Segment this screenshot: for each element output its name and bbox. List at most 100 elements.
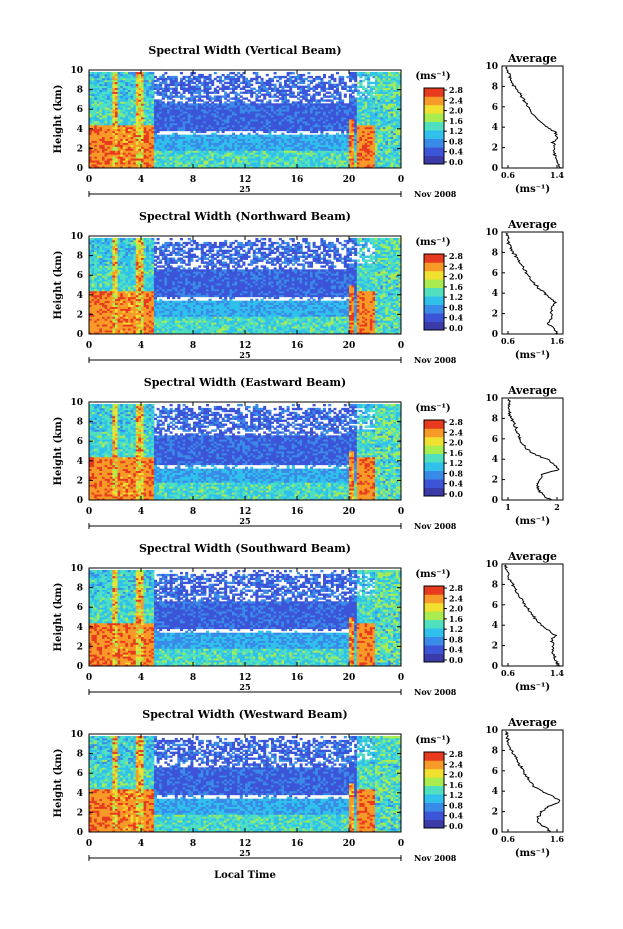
colorbar-tick-label: 2.4 [449,261,463,271]
profile-x-label: (ms⁻¹) [515,682,550,693]
profile-x-label: (ms⁻¹) [515,848,550,859]
colorbar-swatch [424,471,444,480]
profile-y-tick-label: 10 [485,726,498,736]
x-tick-label: 0 [86,507,92,517]
panel-5: Spectral Width (Westward Beam)0246810Hei… [53,708,564,863]
profile-y-tick-label: 10 [485,394,498,404]
profile-title: Average [507,716,557,729]
colorbar-swatch [424,147,444,156]
y-tick-label: 6 [77,271,83,281]
profile-title: Average [507,550,557,563]
profile-y-tick-label: 6 [492,601,498,611]
profile-y-tick-label: 2 [492,310,498,320]
figure: Spectral Width (Vertical Beam)0246810Hei… [0,0,623,929]
y-tick-label: 10 [70,730,83,740]
colorbar-swatch [424,594,444,603]
profile-y-tick-label: 4 [492,621,498,631]
colorbar-tick-label: 0.4 [449,645,463,655]
colorbar: (ms⁻¹)0.00.40.81.21.62.02.42.8 [415,403,463,499]
profile-y-tick-label: 8 [492,82,498,92]
colorbar-tick-label: 2.4 [449,759,463,769]
colorbar-tick-label: 1.6 [449,780,463,790]
colorbar-tick-label: 0.0 [449,323,463,333]
colorbar-swatch [424,262,444,271]
heatmap [89,72,401,168]
colorbar-swatch [424,288,444,297]
profile-y-tick-label: 8 [492,414,498,424]
profile-y-tick-label: 2 [492,642,498,652]
colorbar-swatch [424,811,444,820]
profile-x-tick-label: 1.4 [550,170,564,180]
profile-x-tick-label: 0.6 [501,336,515,346]
x-tick-label: 16 [291,673,304,683]
x-tick-label: 20 [343,673,356,683]
profile-x-tick-label: 1 [505,502,511,512]
colorbar-unit: (ms⁻¹) [415,71,450,82]
colorbar-swatch [424,586,444,595]
colorbar-swatch [424,437,444,446]
colorbar-unit: (ms⁻¹) [415,735,450,746]
colorbar-swatch [424,420,444,429]
y-axis-label: Height (km) [53,417,64,486]
colorbar-swatch [424,488,444,497]
y-axis-label: Height (km) [53,85,64,154]
colorbar: (ms⁻¹)0.00.40.81.21.62.02.42.8 [415,71,463,167]
profile-y-tick-label: 4 [492,289,498,299]
colorbar-swatch [424,113,444,122]
date-month-year: Nov 2008 [414,355,457,365]
colorbar-unit: (ms⁻¹) [415,403,450,414]
x-tick-label: 4 [138,673,144,683]
date-month-year: Nov 2008 [414,521,457,531]
x-tick-label: 20 [343,175,356,185]
heatmap [89,238,401,334]
profile-x-label: (ms⁻¹) [515,184,550,195]
profile-line [506,67,561,168]
date-month-year: Nov 2008 [414,189,457,199]
profile-y-tick-label: 0 [492,828,498,838]
profile-y-tick-label: 10 [485,228,498,238]
y-tick-label: 2 [77,144,83,154]
colorbar-swatch [424,428,444,437]
profile-x-tick-label: 1.4 [550,668,564,678]
y-tick-label: 10 [70,66,83,76]
panel-2: Spectral Width (Northward Beam)0246810He… [53,210,564,365]
profile-y-tick-label: 0 [492,662,498,672]
colorbar-swatch [424,603,444,612]
y-tick-label: 6 [77,603,83,613]
date-day: 25 [239,682,250,692]
y-tick-label: 8 [77,252,83,262]
x-axis-label: Local Time [214,870,276,881]
colorbar-swatch [424,88,444,97]
colorbar-tick-label: 2.4 [449,95,463,105]
colorbar-swatch [424,769,444,778]
colorbar-swatch [424,760,444,769]
y-tick-label: 4 [77,291,83,301]
x-tick-label: 20 [343,341,356,351]
date-month-year: Nov 2008 [414,687,457,697]
x-tick-label: 0 [86,839,92,849]
y-tick-label: 0 [77,164,83,174]
colorbar-tick-label: 2.0 [449,604,463,614]
colorbar-swatch [424,786,444,795]
panel-3: Spectral Width (Eastward Beam)0246810Hei… [53,376,563,531]
colorbar-tick-label: 1.6 [449,614,463,624]
y-tick-label: 8 [77,86,83,96]
colorbar-swatch [424,611,444,620]
y-tick-label: 6 [77,769,83,779]
profile-y-tick-label: 4 [492,455,498,465]
colorbar-tick-label: 0.8 [449,468,463,478]
panel-1: Spectral Width (Vertical Beam)0246810Hei… [53,44,564,199]
colorbar-tick-label: 0.0 [449,655,463,665]
panel-title: Spectral Width (Westward Beam) [142,708,347,721]
colorbar-tick-label: 0.4 [449,313,463,323]
colorbar-swatch [424,130,444,139]
colorbar-tick-label: 1.2 [449,624,463,634]
profile-y-tick-label: 4 [492,123,498,133]
profile-y-tick-label: 0 [492,496,498,506]
x-tick-label: 8 [190,839,196,849]
date-day: 25 [239,848,250,858]
x-tick-label: 4 [138,839,144,849]
colorbar: (ms⁻¹)0.00.40.81.21.62.02.42.8 [415,569,463,665]
